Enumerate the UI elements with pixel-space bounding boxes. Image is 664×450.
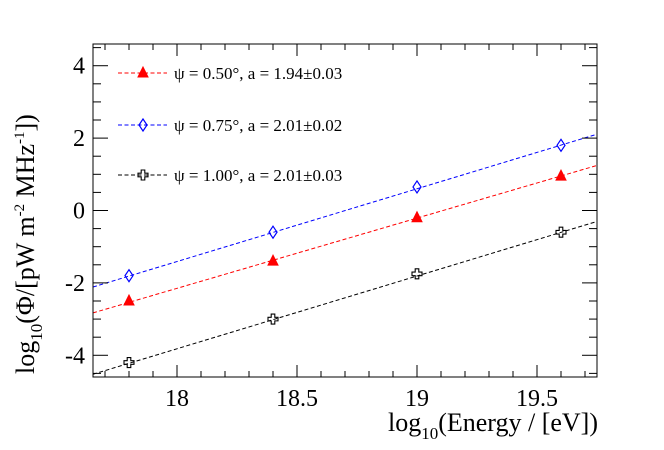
- data-markers: [123, 138, 567, 369]
- legend-label-series-1: ψ = 0.50°, a = 1.94±0.03: [174, 64, 342, 83]
- y-tick-label: -4: [65, 343, 85, 369]
- legend-marker-series-2: [138, 117, 148, 133]
- point-series-1-3: [411, 210, 423, 223]
- axis-ticks: [93, 44, 597, 377]
- legend-marker-series-3: [137, 169, 149, 181]
- fit-line-series-3: [93, 220, 597, 375]
- x-tick-label: 19.5: [516, 386, 558, 412]
- y-tick-label: 0: [73, 199, 85, 225]
- fit-lines: [93, 133, 597, 375]
- point-series-1-2: [267, 254, 279, 266]
- tick-labels: 18 18.5 19 19.5 -4 -2 0 2 4: [65, 54, 558, 412]
- point-series-2-3: [412, 179, 422, 195]
- y-tick-label: 2: [73, 126, 85, 152]
- point-series-2-2: [268, 225, 278, 240]
- y-tick-label: 4: [73, 54, 85, 80]
- point-series-3-4: [555, 226, 567, 238]
- x-tick-label: 19: [405, 386, 429, 412]
- point-series-3-2: [267, 313, 279, 325]
- y-tick-label: -2: [65, 271, 85, 297]
- x-tick-label: 18: [165, 386, 189, 412]
- point-series-3-1: [123, 356, 135, 369]
- point-series-1-1: [123, 293, 135, 306]
- legend-label-series-3: ψ = 1.00°, a = 2.01±0.03: [174, 166, 342, 185]
- point-series-2-1: [124, 268, 134, 283]
- point-series-1-4: [555, 168, 567, 181]
- fit-line-series-1: [93, 164, 597, 314]
- y-axis-title: log10(Φ/[pW m-2 MHz-1]): [11, 114, 46, 374]
- fit-line-series-2: [93, 133, 597, 288]
- point-series-3-3: [411, 268, 423, 280]
- point-series-2-4: [556, 138, 566, 153]
- legend-label-series-2: ψ = 0.75°, a = 2.01±0.02: [174, 116, 342, 135]
- legend-marker-series-1: [137, 65, 149, 78]
- legend: ψ = 0.50°, a = 1.94±0.03 ψ = 0.75°, a = 2…: [118, 64, 342, 185]
- x-tick-label: 18.5: [276, 386, 318, 412]
- x-axis-title: log10(Energy / [eV]): [388, 408, 598, 443]
